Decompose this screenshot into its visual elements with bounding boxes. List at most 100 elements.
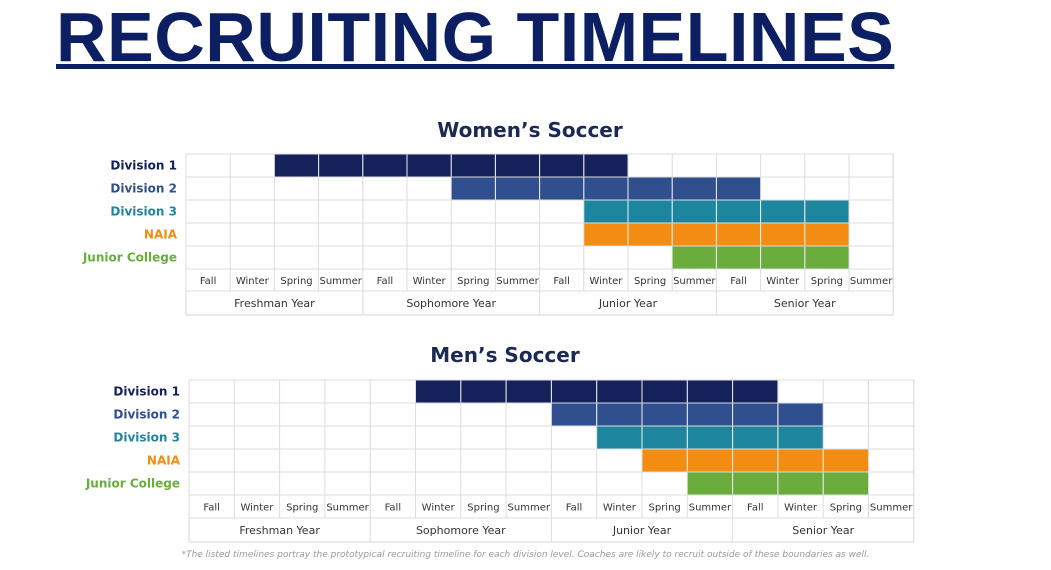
womens-season-label-2: Spring (280, 276, 312, 287)
womens-bar-naia-13 (760, 223, 805, 246)
womens-year-label-freshman-year: Freshman Year (234, 297, 315, 310)
mens-row-label-division-2: Division 2 (113, 408, 180, 422)
womens-bar-division-3-12 (716, 200, 761, 223)
womens-bar-division-1-2 (274, 154, 319, 177)
womens-bar-division-1-9 (583, 154, 628, 177)
mens-bar-division-3-11 (687, 426, 733, 449)
mens-bar-junior-college-14 (823, 472, 869, 495)
mens-year-label-senior-year: Senior Year (792, 524, 854, 537)
mens-season-label-5: Winter (422, 503, 456, 514)
womens-season-label-7: Summer (496, 276, 539, 287)
womens-bar-junior-college-13 (760, 246, 805, 269)
mens-bar-junior-college-11 (687, 472, 733, 495)
womens-year-label-senior-year: Senior Year (774, 297, 836, 310)
mens-season-label-0: Fall (203, 503, 220, 514)
womens-year-label-junior-year: Junior Year (598, 297, 658, 310)
mens-season-label-10: Spring (649, 503, 681, 514)
mens-season-label-9: Winter (603, 503, 637, 514)
mens-bar-division-1-12 (732, 380, 778, 403)
womens-bar-division-1-5 (407, 154, 452, 177)
womens-bar-division-1-4 (362, 154, 407, 177)
mens-bar-division-3-12 (732, 426, 778, 449)
womens-season-label-6: Spring (457, 276, 489, 287)
mens-bar-division-2-12 (732, 403, 778, 426)
mens-season-label-2: Spring (286, 503, 318, 514)
womens-bar-naia-12 (716, 223, 761, 246)
womens-row-label-junior-college: Junior College (82, 251, 177, 265)
footnote: *The listed timelines portray the protot… (181, 550, 870, 560)
mens-season-label-13: Winter (784, 503, 818, 514)
womens-season-label-4: Fall (377, 276, 394, 287)
mens-bar-division-2-13 (777, 403, 824, 426)
chart-title-womens: Women’s Soccer (437, 118, 623, 142)
womens-season-label-15: Summer (850, 276, 893, 287)
womens-season-label-5: Winter (413, 276, 447, 287)
womens-bar-division-3-11 (672, 200, 717, 223)
womens-season-label-13: Winter (766, 276, 800, 287)
mens-season-label-14: Spring (830, 503, 862, 514)
womens-bar-naia-11 (672, 223, 717, 246)
womens-season-label-14: Spring (811, 276, 843, 287)
mens-bar-division-2-11 (687, 403, 733, 426)
womens-bar-naia-9 (583, 223, 628, 246)
womens-bar-division-2-7 (495, 177, 540, 200)
mens-year-label-freshman-year: Freshman Year (239, 524, 320, 537)
mens-bar-division-1-5 (415, 380, 461, 403)
mens-season-label-12: Fall (747, 503, 764, 514)
mens-row-label-naia: NAIA (147, 454, 181, 468)
womens-season-label-11: Summer (673, 276, 716, 287)
womens-season-label-10: Spring (634, 276, 666, 287)
mens-season-label-3: Summer (326, 503, 369, 514)
womens-row-label-division-2: Division 2 (110, 182, 177, 196)
mens-row-label-division-1: Division 1 (113, 385, 180, 399)
womens-row-label-naia: NAIA (144, 228, 178, 242)
mens-bar-naia-10 (642, 449, 688, 472)
mens-bar-junior-college-12 (732, 472, 778, 495)
womens-bar-division-1-7 (495, 154, 540, 177)
womens-bar-naia-10 (628, 223, 673, 246)
mens-bar-division-1-10 (642, 380, 688, 403)
womens-row-label-division-1: Division 1 (110, 159, 177, 173)
mens-bar-division-2-8 (551, 403, 597, 426)
womens-bar-junior-college-11 (672, 246, 717, 269)
mens-bar-division-1-11 (687, 380, 733, 403)
womens-bar-division-2-12 (716, 177, 761, 200)
womens-bar-division-1-3 (318, 154, 363, 177)
mens-bar-division-2-9 (596, 403, 642, 426)
womens-season-label-1: Winter (236, 276, 270, 287)
womens-bar-division-2-10 (628, 177, 673, 200)
mens-bar-naia-11 (687, 449, 733, 472)
womens-season-label-12: Fall (730, 276, 747, 287)
mens-bar-division-2-10 (642, 403, 688, 426)
womens-bar-division-3-14 (804, 200, 849, 223)
mens-bar-division-3-10 (642, 426, 688, 449)
womens-bar-division-3-10 (628, 200, 673, 223)
womens-bar-division-3-9 (583, 200, 628, 223)
womens-bar-division-2-9 (583, 177, 628, 200)
mens-year-label-sophomore-year: Sophomore Year (416, 524, 506, 537)
mens-year-label-junior-year: Junior Year (612, 524, 672, 537)
womens-bar-naia-14 (804, 223, 849, 246)
mens-timeline-chart: Division 1 Division 2 Division 3 NAIA Junior… (85, 379, 915, 543)
womens-row-label-division-3: Division 3 (110, 205, 177, 219)
mens-season-label-11: Summer (689, 503, 732, 514)
chart-title-mens: Men’s Soccer (430, 343, 580, 367)
mens-bar-division-1-8 (551, 380, 597, 403)
womens-bar-division-3-13 (760, 200, 805, 223)
mens-row-label-junior-college: Junior College (85, 477, 180, 491)
womens-timeline-chart: Division 1 Division 2 Division 3 NAIA Junior… (82, 153, 894, 316)
mens-season-label-6: Spring (467, 503, 499, 514)
mens-row-label-division-3: Division 3 (113, 431, 180, 445)
mens-bar-division-1-6 (460, 380, 507, 403)
womens-bar-division-2-11 (672, 177, 717, 200)
womens-season-label-3: Summer (319, 276, 362, 287)
womens-bar-division-2-6 (451, 177, 496, 200)
mens-bar-naia-13 (777, 449, 824, 472)
mens-bar-naia-12 (732, 449, 778, 472)
page-title: RECRUITING TIMELINES (56, 0, 895, 76)
mens-season-label-15: Summer (870, 503, 913, 514)
mens-season-label-7: Summer (508, 503, 551, 514)
womens-season-label-9: Winter (589, 276, 623, 287)
womens-bar-division-2-8 (539, 177, 584, 200)
mens-bar-naia-14 (823, 449, 869, 472)
